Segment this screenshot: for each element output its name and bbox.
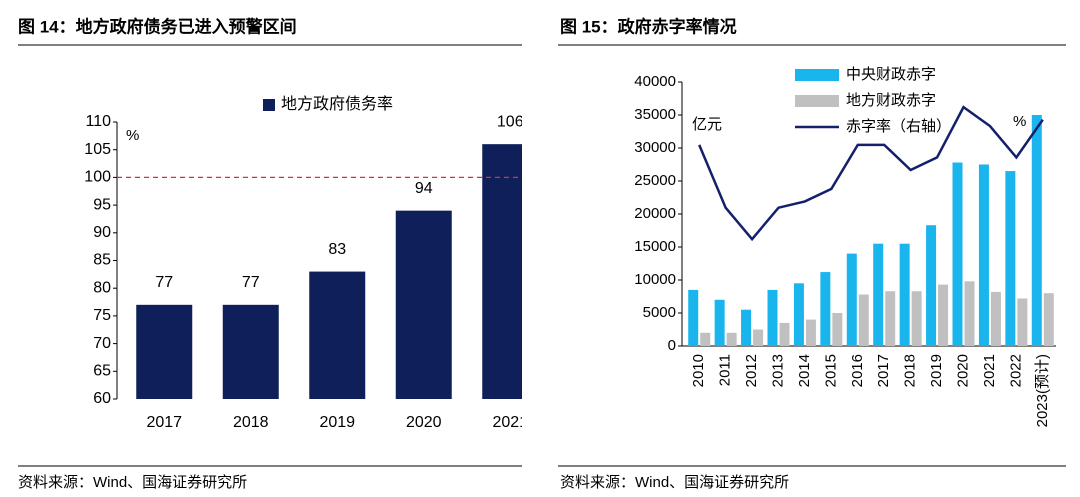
chart-title: 图 15：政府赤字率情况 (560, 16, 737, 36)
chart-title: 图 14：地方政府债务已进入预警区间 (18, 16, 297, 36)
y-tick-label: 20000 (634, 205, 676, 222)
x-tick-label: 2011 (717, 354, 734, 386)
plot-area: 77 77 83 94 106 2017 2018 2019 2020 2021 (136, 113, 528, 431)
bar (793, 283, 804, 346)
bar (688, 289, 699, 346)
bar (846, 253, 857, 346)
bar (1043, 293, 1054, 346)
y-tick-label: 5000 (643, 304, 676, 321)
y-tick-label: 0 (668, 337, 676, 354)
bar (1017, 298, 1028, 346)
x-tick-label: 2015 (822, 354, 839, 387)
y2-axis-label: % (1013, 113, 1026, 130)
legend-label: 地方政府债务率 (281, 95, 393, 113)
bar (978, 164, 989, 346)
x-tick-label: 2020 (954, 354, 971, 387)
bar (952, 162, 963, 346)
value-label: 77 (242, 274, 260, 291)
x-tick-label: 2019 (319, 414, 355, 431)
bar (482, 144, 522, 399)
source: 资料来源：Wind、国海证券研究所 (18, 474, 247, 491)
x-tick-label: 2018 (233, 414, 269, 431)
x-tick-label: 2021 (492, 414, 528, 431)
y-tick-label: 10000 (634, 271, 676, 288)
x-tick-label: 2017 (875, 354, 892, 387)
x-tick-label: 2020 (406, 414, 442, 431)
legend-swatch (795, 69, 839, 81)
bar (873, 243, 884, 346)
bar (779, 322, 790, 346)
value-label: 77 (155, 274, 173, 291)
bar (309, 271, 366, 399)
x-tick-label: 2018 (902, 354, 919, 387)
bar (885, 291, 896, 346)
y-tick-label: 90 (93, 224, 111, 241)
x-tick-label: 2014 (796, 354, 813, 387)
bar (832, 313, 843, 346)
bar (1031, 115, 1042, 346)
y-tick-label: 60 (93, 390, 111, 407)
y-axis-label: 亿元 (692, 116, 722, 133)
y-tick-label: 30000 (634, 139, 676, 156)
y-tick-label: 85 (93, 252, 111, 269)
bar (726, 332, 737, 346)
y-tick-label: 75 (93, 307, 111, 324)
x-tick-label: 2013 (769, 354, 786, 387)
y-tick-label: 15000 (634, 238, 676, 255)
x-tick-label: 2019 (928, 354, 945, 387)
y-tick-label: 105 (84, 141, 111, 158)
x-tick-label: 2022 (1007, 354, 1024, 387)
bar (964, 281, 975, 346)
legend-label: 地方财政赤字 (846, 92, 936, 109)
bar (926, 225, 937, 346)
bar (805, 319, 816, 346)
value-label: 94 (415, 180, 433, 197)
y-tick-label: 25000 (634, 172, 676, 189)
x-tick-label: 2016 (849, 354, 866, 387)
bar (753, 329, 764, 346)
source: 资料来源：Wind、国海证券研究所 (560, 474, 789, 491)
x-tick-label: 2021 (981, 354, 998, 387)
bar (222, 304, 279, 399)
legend-label: 赤字率（右轴） (846, 118, 951, 135)
bar (990, 291, 1001, 346)
bar (1005, 171, 1016, 346)
bar (820, 272, 831, 346)
bar (858, 294, 869, 346)
y-axis-label: % (126, 127, 139, 144)
bar (938, 284, 949, 346)
legend-swatch (263, 99, 275, 111)
y-tick-label: 35000 (634, 106, 676, 123)
y-tick-label: 70 (93, 335, 111, 352)
x-tick-label: 2023(预计) (1034, 354, 1051, 427)
legend-swatch (795, 95, 839, 107)
bar (700, 332, 711, 346)
y-tick-label: 65 (93, 363, 111, 380)
y-tick-label: 100 (84, 169, 111, 186)
y-tick-label: 40000 (634, 73, 676, 90)
bar (714, 299, 725, 346)
value-label: 106 (497, 113, 524, 130)
bar (899, 243, 910, 346)
x-tick-label: 2012 (743, 354, 760, 387)
y-tick-label: 80 (93, 279, 111, 296)
x-tick-label: 2010 (690, 354, 707, 387)
bar (911, 291, 922, 346)
value-label: 83 (328, 241, 346, 258)
y-tick-label: 110 (85, 113, 111, 130)
bar (767, 289, 778, 346)
x-tick-label: 2017 (146, 414, 182, 431)
bar (136, 304, 193, 399)
bar (395, 210, 452, 399)
y-tick-label: 95 (93, 196, 111, 213)
line (698, 105, 1044, 242)
bar (741, 309, 752, 346)
legend-label: 中央财政赤字 (846, 66, 936, 83)
